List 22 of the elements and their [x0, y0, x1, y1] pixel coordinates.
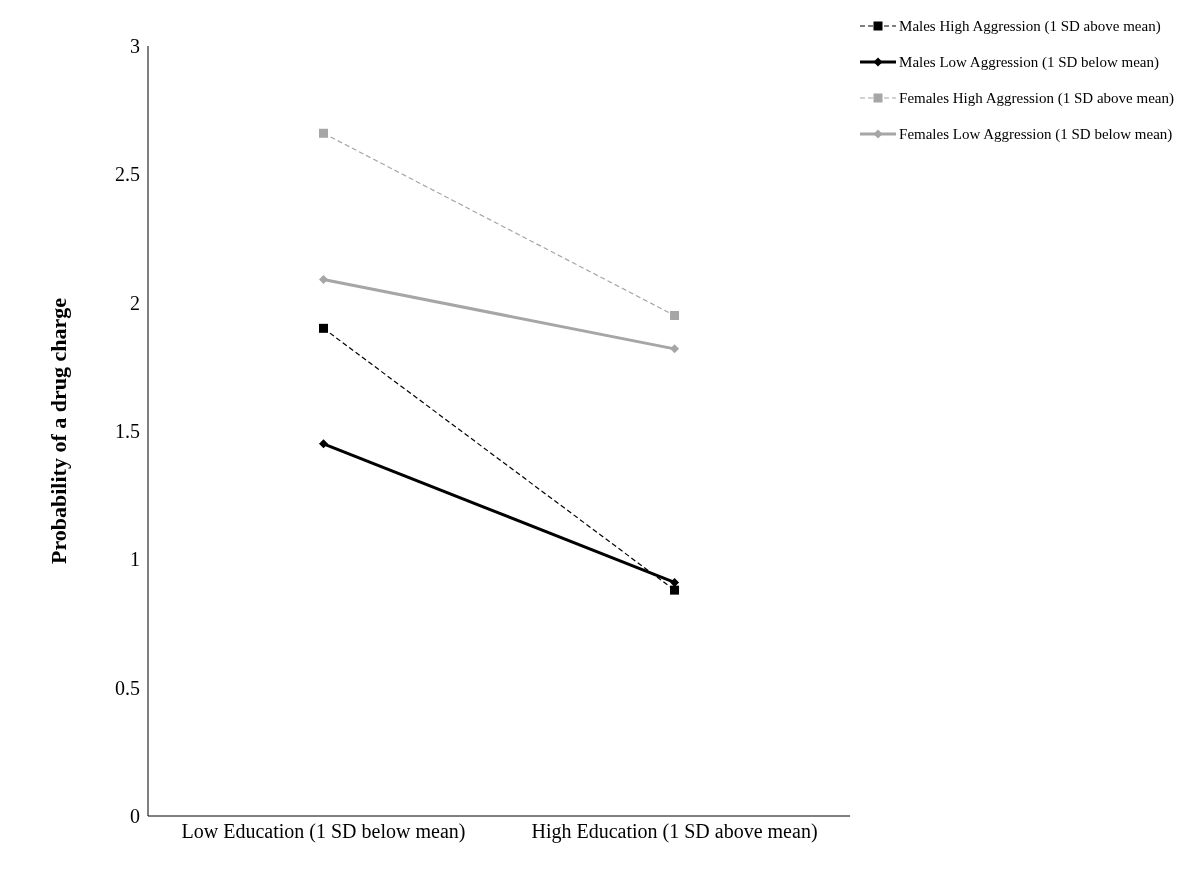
- point: [670, 311, 680, 320]
- point: [319, 323, 329, 333]
- y-tick-label: 1: [130, 548, 140, 571]
- x-tick-label: High Education (1 SD above mean): [531, 820, 818, 844]
- y-tick-label: 3: [130, 35, 140, 58]
- point: [319, 439, 329, 449]
- point: [319, 275, 329, 285]
- y-tick-label: 0.5: [115, 676, 140, 699]
- legend-label: Males Low Aggression (1 SD below mean): [899, 53, 1160, 71]
- point: [670, 577, 680, 587]
- y-tick-label: 1.5: [115, 420, 140, 443]
- legend-label: Females High Aggression (1 SD above mean): [899, 89, 1174, 107]
- point: [670, 585, 680, 595]
- x-tick-label: Low Education (1 SD below mean): [181, 820, 466, 844]
- legend-label: Females Low Aggression (1 SD below mean): [899, 125, 1173, 143]
- point: [670, 344, 680, 354]
- y-tick-label: 2: [130, 291, 140, 314]
- y-axis-title: Probability of a drug charge: [45, 297, 71, 565]
- legend-label: Males High Aggression (1 SD above mean): [899, 17, 1161, 35]
- point: [319, 128, 329, 138]
- y-tick-label: 2.5: [115, 163, 140, 186]
- y-tick-label: 0: [130, 805, 140, 828]
